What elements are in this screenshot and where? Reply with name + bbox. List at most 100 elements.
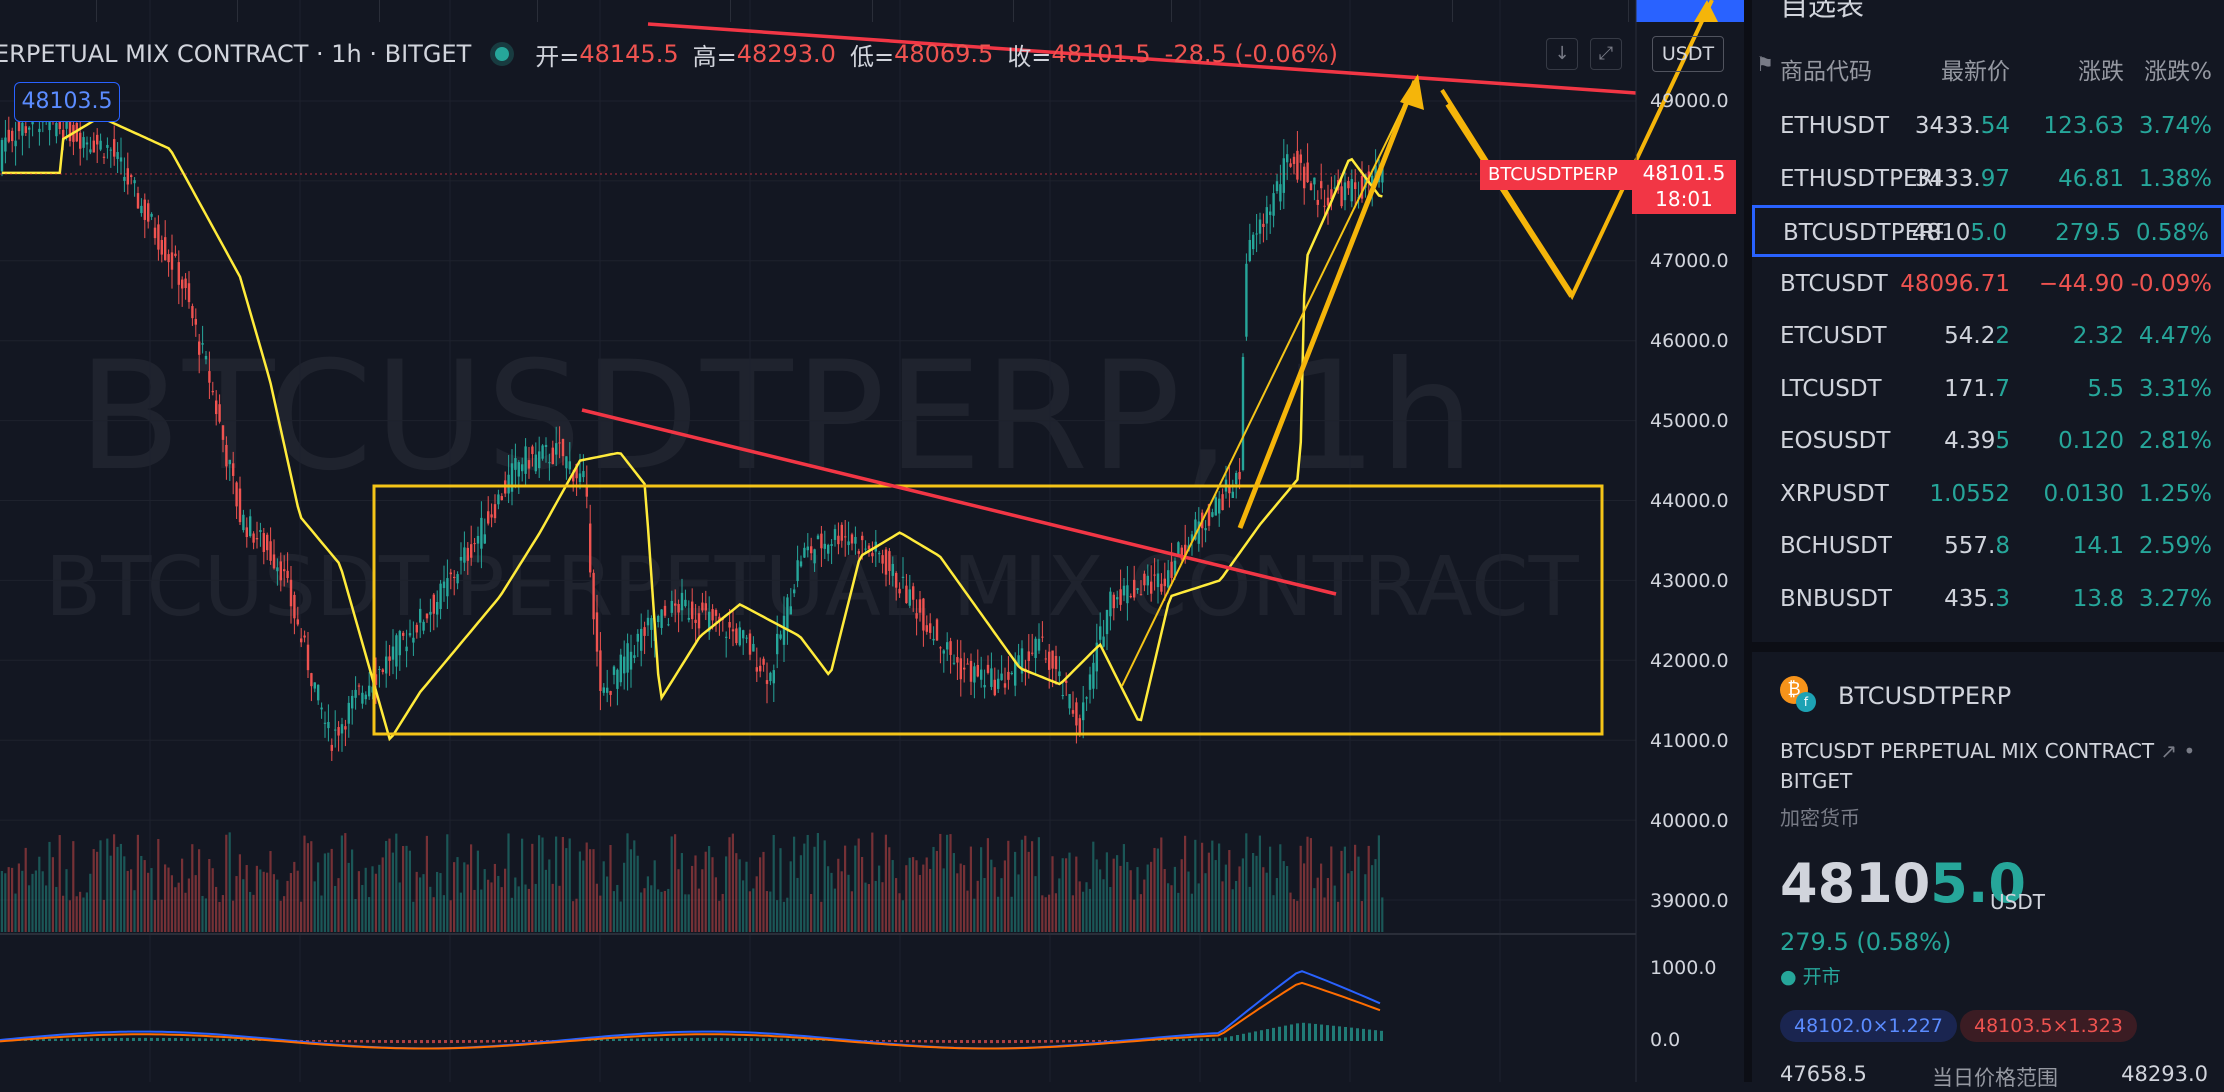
candle-body — [436, 601, 439, 615]
volume-bar — [1231, 889, 1234, 932]
toolbar-button[interactable] — [731, 0, 873, 22]
candle-body — [422, 621, 425, 631]
volume-bar — [976, 880, 979, 932]
candle-body — [221, 425, 225, 440]
fullscreen-icon[interactable]: ⤢ — [1590, 38, 1622, 70]
volume-bar — [28, 885, 31, 932]
publish-button[interactable] — [1636, 0, 1744, 22]
volume-bar — [721, 893, 724, 932]
watchlist-row[interactable]: BNBUSDT 435.3 13.8 3.27% — [1752, 573, 2224, 626]
moving-average-line — [2, 115, 1383, 742]
watchlist-row[interactable]: EOSUSDT 4.395 0.120 2.81% — [1752, 415, 2224, 468]
row-change: 2.32 — [2072, 323, 2124, 349]
toolbar-button[interactable] — [873, 0, 1014, 22]
macd-histogram-bar — [378, 1040, 381, 1043]
volume-bar — [211, 868, 214, 932]
row-last-price: 3433.97 — [1915, 166, 2010, 192]
macd-histogram-bar — [198, 1038, 201, 1041]
candle-body — [606, 687, 609, 693]
watchlist-row[interactable]: ETHUSDTPERP 3433.97 46.81 1.38% — [1752, 153, 2224, 206]
row-change-pct: 1.38% — [2138, 165, 2212, 192]
volume-bar — [857, 838, 860, 932]
macd-histogram-bar — [630, 1038, 633, 1041]
external-link-icon[interactable]: ↗ • — [2160, 739, 2196, 763]
volume-bar — [221, 895, 224, 932]
toolbar-button[interactable] — [97, 0, 239, 22]
volume-bar — [1371, 865, 1374, 932]
volume-bar — [1320, 863, 1323, 932]
candle-body — [636, 633, 639, 642]
candle-body — [181, 279, 184, 289]
price-chart[interactable] — [0, 0, 1744, 1082]
detail-symbol[interactable]: BTCUSDTPERP — [1838, 682, 2012, 710]
toolbar-button[interactable] — [0, 0, 98, 22]
volume-bar — [1258, 835, 1261, 932]
watchlist-row[interactable]: BCHUSDT 557.8 14.1 2.59% — [1752, 520, 2224, 573]
watchlist-row[interactable]: BTCUSDT 48096.71 −44.90 -0.09% — [1752, 258, 2224, 311]
candle-body — [796, 560, 799, 582]
watchlist-row[interactable]: LTCUSDT 171.7 5.5 3.31% — [1752, 363, 2224, 416]
toolbar-button[interactable] — [1453, 0, 1630, 22]
volume-bar — [1238, 866, 1241, 932]
candle-body — [1170, 561, 1173, 578]
toolbar-button[interactable] — [380, 0, 539, 22]
candle-body — [1364, 174, 1367, 188]
scroll-down-icon[interactable]: ↓ — [1546, 38, 1578, 70]
candle-body — [640, 628, 643, 651]
volume-bar — [123, 856, 126, 932]
volume-bar — [918, 874, 921, 932]
candle-body — [973, 666, 976, 683]
row-last-tail: 54 — [1980, 113, 2010, 139]
watchlist-row[interactable]: ETCUSDT 54.22 2.32 4.47% — [1752, 310, 2224, 363]
toolbar-button[interactable] — [238, 0, 380, 22]
column-last[interactable]: 最新价 — [1941, 59, 2010, 85]
candle-body — [113, 139, 116, 157]
macd-histogram-bar — [54, 1038, 57, 1041]
volume-bar — [266, 872, 269, 932]
legend-title[interactable]: ERPETUAL MIX CONTRACT · 1h · BITGET — [0, 40, 472, 68]
watchlist-title[interactable]: 自选表 — [1780, 0, 1865, 18]
candle-body — [983, 685, 986, 688]
column-symbol[interactable]: 商品代码 — [1780, 59, 1872, 85]
macd-histogram-bar — [210, 1038, 213, 1041]
candle-body — [966, 663, 969, 665]
row-change: 0.0130 — [2043, 480, 2124, 507]
volume-bar — [833, 888, 836, 932]
volume-bar — [844, 845, 847, 932]
macd-histogram-bar — [432, 1040, 435, 1044]
macd-histogram-bar — [204, 1038, 207, 1041]
volume-bar — [402, 846, 405, 932]
column-change-pct[interactable]: 涨跌% — [2144, 59, 2212, 85]
volume-bar — [1313, 888, 1316, 932]
toolbar-button[interactable] — [1312, 0, 1454, 22]
candle-body — [541, 445, 544, 459]
watchlist-row[interactable]: XRPUSDT 1.0552 0.0130 1.25% — [1752, 468, 2224, 521]
panel-divider[interactable] — [1744, 0, 1752, 1082]
volume-bar — [177, 882, 180, 932]
candle-body — [1020, 648, 1024, 674]
watchlist-row[interactable]: BTCUSDTPERP 48105.0 279.5 0.58% — [1752, 205, 2224, 257]
candle-body — [228, 459, 231, 465]
column-change[interactable]: 涨跌 — [2078, 59, 2124, 85]
volume-bar — [1041, 895, 1044, 932]
candle-body — [694, 619, 697, 623]
chart-area[interactable]: BTCUSDTPERP, 1h BTCUSDT PERPETUAL MIX CO… — [0, 0, 1744, 1082]
currency-selector[interactable]: USDT — [1652, 36, 1724, 72]
candle-body — [123, 176, 126, 181]
candle-body — [177, 262, 180, 285]
candle-body — [480, 517, 483, 549]
toolbar-button[interactable] — [1014, 0, 1173, 22]
candle-body — [476, 535, 480, 544]
flag-icon[interactable]: ⚑ — [1756, 52, 1774, 76]
volume-bar — [1235, 880, 1238, 932]
volume-bar — [915, 860, 918, 932]
macd-histogram-bar — [714, 1037, 717, 1041]
bar-countdown: 18:01 — [1655, 187, 1713, 211]
toolbar-button[interactable] — [538, 0, 732, 22]
watchlist-row[interactable]: ETHUSDT 3433.54 123.63 3.74% — [1752, 100, 2224, 153]
candle-body — [167, 254, 170, 263]
candle-body — [731, 629, 735, 632]
volume-bar — [453, 862, 456, 932]
volume-bar — [1017, 874, 1020, 932]
candle-body — [742, 630, 745, 639]
